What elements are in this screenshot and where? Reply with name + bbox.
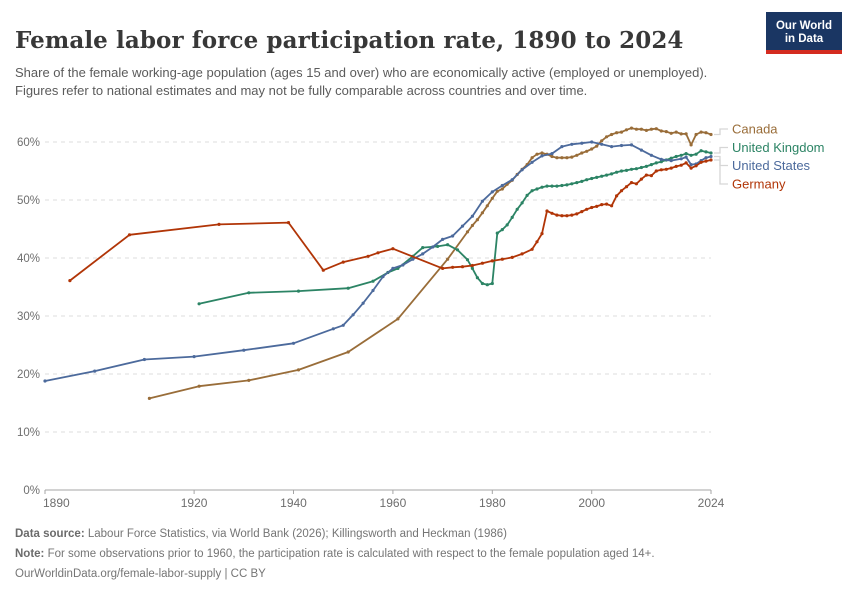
y-axis-label-20: 20%	[17, 369, 40, 381]
footer-data-source: Data source: Labour Force Statistics, vi…	[15, 524, 835, 544]
data-source-text: Labour Force Statistics, via World Bank …	[87, 528, 507, 540]
y-axis-label-50: 50%	[17, 195, 40, 207]
series-germany[interactable]	[68, 158, 713, 283]
legend-item-united-kingdom[interactable]: United Kingdom	[732, 140, 825, 155]
chart-subtitle: Share of the female working-age populati…	[15, 65, 708, 99]
x-axis-label-1940: 1940	[280, 496, 307, 510]
legend-connector-canada	[714, 128, 728, 136]
note-label: Note:	[15, 548, 45, 561]
footer-link-line: OurWorldinData.org/female-labor-supply |…	[15, 564, 835, 584]
x-axis-label-1890: 1890	[43, 496, 70, 510]
y-axis-label-60: 60%	[17, 137, 40, 149]
x-axis-label-1980: 1980	[479, 496, 506, 510]
page-title: Female labor force participation rate, 1…	[15, 27, 684, 55]
y-axis-label-10: 10%	[17, 427, 40, 439]
series-united-kingdom[interactable]	[197, 149, 713, 306]
footer-note: Note: For some observations prior to 196…	[15, 544, 835, 564]
legend-item-germany[interactable]: Germany	[732, 177, 786, 192]
series-united-states[interactable]	[43, 140, 713, 383]
series-canada[interactable]	[147, 126, 713, 401]
owid-logo-red-bar	[766, 50, 842, 54]
owid-logo: Our World in Data	[766, 12, 842, 54]
legend-connector-united-states	[714, 155, 728, 167]
x-axis-label-2024: 2024	[698, 496, 725, 510]
legend-connector-united-kingdom	[714, 146, 728, 154]
x-axis-label-2000: 2000	[578, 496, 605, 510]
y-axis-label-40: 40%	[17, 253, 40, 265]
owid-url-link[interactable]: OurWorldinData.org/female-labor-supply	[15, 568, 222, 581]
note-text: For some observations prior to 1960, the…	[47, 548, 655, 561]
legend-connector-germany	[714, 159, 728, 185]
license-label: CC BY	[230, 568, 266, 581]
footer-separator: |	[224, 568, 228, 581]
y-axis-label-0: 0%	[23, 485, 40, 497]
data-source-label: Data source:	[15, 528, 85, 540]
legend-item-canada[interactable]: Canada	[732, 122, 778, 137]
legend-item-united-states[interactable]: United States	[732, 158, 811, 173]
chart-footer: Data source: Labour Force Statistics, vi…	[15, 524, 835, 584]
owid-logo-line1: Our World	[775, 19, 832, 32]
x-axis-label-1960: 1960	[380, 496, 407, 510]
y-axis-label-30: 30%	[17, 311, 40, 323]
x-axis-label-1920: 1920	[181, 496, 208, 510]
owid-logo-line2: in Data	[784, 33, 824, 45]
